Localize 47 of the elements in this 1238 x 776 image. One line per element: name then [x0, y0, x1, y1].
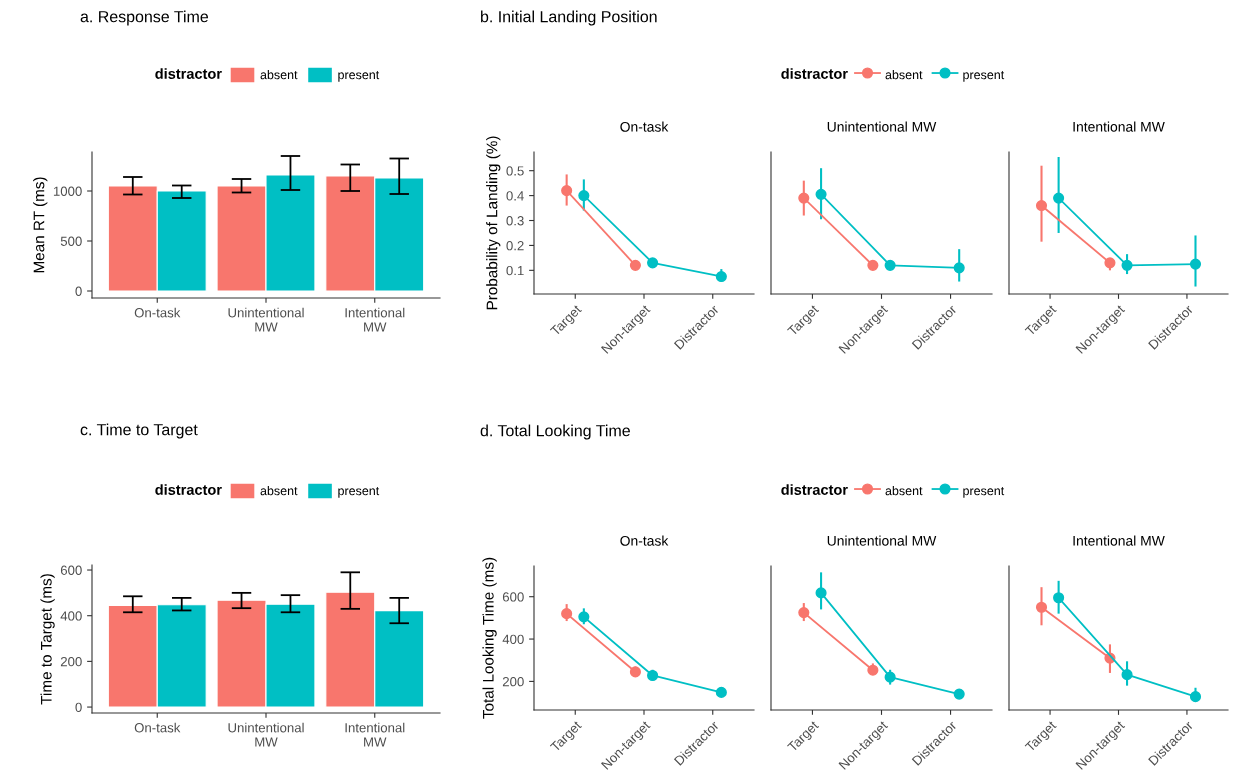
chart-subtitle: On-task — [620, 121, 669, 132]
y-tick-label: 0.4 — [506, 191, 524, 201]
legend-title: distractor — [155, 484, 222, 495]
legend-title: distractor — [781, 68, 848, 79]
y-tick-label: 600 — [60, 565, 82, 575]
y-tick-label: 0 — [75, 286, 82, 296]
chart-title: a. Response Time — [80, 10, 209, 26]
y-axis-title: Time to Target (ms) — [40, 574, 55, 705]
legend-label: present — [338, 71, 380, 82]
x-tick-label: Intentional MW — [345, 307, 405, 332]
y-tick-label: 200 — [502, 676, 524, 687]
x-tick-label: Intentional MW — [345, 722, 405, 747]
x-tick-label: On-task — [134, 722, 181, 733]
y-tick-label: 200 — [60, 656, 82, 667]
y-tick-label: 0.3 — [506, 216, 524, 226]
x-tick-label: On-task — [134, 307, 181, 318]
legend-label: absent — [885, 70, 923, 80]
y-axis-title: Mean RT (ms) — [33, 177, 48, 273]
chart-subtitle: Unintentional MW — [827, 121, 937, 132]
y-axis-title: Total Looking Time (ms) — [482, 557, 497, 719]
legend-label: present — [338, 487, 380, 498]
y-tick-label: 400 — [502, 634, 524, 644]
legend-label: absent — [260, 70, 298, 80]
chart-subtitle: Unintentional MW — [827, 535, 937, 546]
y-tick-label: 0 — [75, 702, 82, 712]
legend-title: distractor — [781, 484, 848, 495]
y-tick-label: 500 — [60, 236, 82, 246]
y-tick-label: 0.1 — [506, 265, 524, 276]
chart-subtitle: On-task — [620, 535, 669, 546]
chart-subtitle: Intentional MW — [1073, 535, 1165, 546]
legend-title: distractor — [155, 68, 222, 79]
y-tick-label: 400 — [60, 611, 82, 621]
y-tick-label: 0.2 — [506, 240, 524, 251]
x-tick-label: Unintentional MW — [228, 722, 304, 747]
legend-label: absent — [260, 486, 298, 496]
chart-title: b. Initial Landing Position — [481, 10, 657, 26]
y-tick-label: 600 — [502, 592, 524, 602]
legend-label: present — [963, 487, 1005, 498]
chart-subtitle: Intentional MW — [1073, 121, 1165, 132]
y-axis-title: Probability of Landing (%) — [486, 136, 501, 310]
legend-label: present — [963, 71, 1005, 82]
chart-title: d. Total Looking Time — [480, 424, 630, 440]
y-tick-label: 1000 — [53, 186, 82, 196]
chart-title: c. Time to Target — [80, 423, 198, 439]
x-tick-label: Unintentional MW — [228, 307, 304, 332]
legend-label: absent — [885, 486, 923, 496]
y-tick-label: 0.5 — [506, 166, 524, 176]
